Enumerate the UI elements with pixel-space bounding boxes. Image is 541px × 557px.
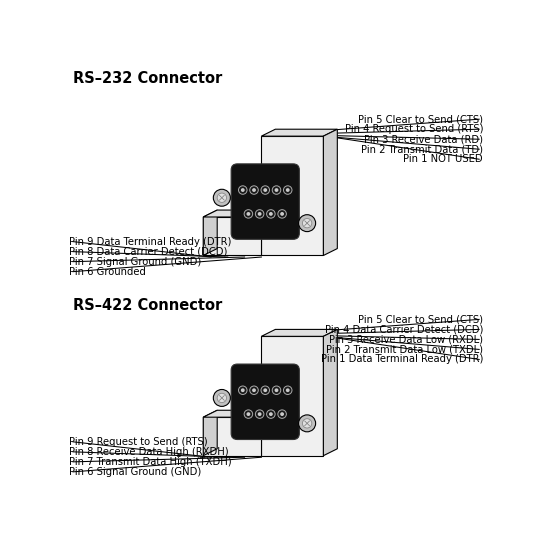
Circle shape bbox=[299, 415, 315, 432]
Circle shape bbox=[280, 412, 284, 416]
Circle shape bbox=[263, 388, 267, 392]
Polygon shape bbox=[261, 136, 324, 256]
Text: Pin 5 Clear to Send (CTS): Pin 5 Clear to Send (CTS) bbox=[358, 114, 483, 124]
Circle shape bbox=[278, 410, 286, 418]
Text: Pin 7 Transmit Data High (TXDH): Pin 7 Transmit Data High (TXDH) bbox=[69, 457, 232, 467]
Circle shape bbox=[269, 212, 273, 216]
Circle shape bbox=[252, 188, 256, 192]
Circle shape bbox=[283, 386, 292, 394]
Polygon shape bbox=[203, 210, 217, 256]
Text: Pin 5 Clear to Send (CTS): Pin 5 Clear to Send (CTS) bbox=[358, 314, 483, 324]
Circle shape bbox=[261, 386, 269, 394]
Circle shape bbox=[286, 188, 289, 192]
Circle shape bbox=[299, 214, 315, 232]
Circle shape bbox=[250, 186, 258, 194]
Circle shape bbox=[258, 412, 261, 416]
Text: Pin 9 Data Terminal Ready (DTR): Pin 9 Data Terminal Ready (DTR) bbox=[69, 237, 232, 247]
Circle shape bbox=[302, 419, 312, 428]
Polygon shape bbox=[324, 329, 338, 456]
Circle shape bbox=[286, 388, 289, 392]
Text: Pin 3 Receive Data Low (RXDL): Pin 3 Receive Data Low (RXDL) bbox=[329, 334, 483, 344]
Polygon shape bbox=[261, 329, 338, 336]
Text: Pin 8 Data Carrier Detect (DCD): Pin 8 Data Carrier Detect (DCD) bbox=[69, 247, 228, 257]
Text: Pin 6 Signal Ground (GND): Pin 6 Signal Ground (GND) bbox=[69, 467, 201, 477]
Text: RS–232 Connector: RS–232 Connector bbox=[73, 71, 222, 86]
Circle shape bbox=[263, 188, 267, 192]
Text: Pin 2 Transmit Data Low (TXDL): Pin 2 Transmit Data Low (TXDL) bbox=[326, 344, 483, 354]
Circle shape bbox=[269, 412, 273, 416]
Text: Pin 4 Request to Send (RTS): Pin 4 Request to Send (RTS) bbox=[345, 124, 483, 134]
Text: Pin 7 Signal Ground (GND): Pin 7 Signal Ground (GND) bbox=[69, 257, 201, 267]
Polygon shape bbox=[261, 336, 324, 456]
Circle shape bbox=[280, 212, 284, 216]
Circle shape bbox=[213, 389, 230, 407]
Polygon shape bbox=[203, 411, 217, 456]
Polygon shape bbox=[261, 129, 338, 136]
Circle shape bbox=[267, 209, 275, 218]
Text: Pin 4 Data Carrier Detect (DCD): Pin 4 Data Carrier Detect (DCD) bbox=[325, 324, 483, 334]
Circle shape bbox=[241, 188, 245, 192]
Circle shape bbox=[217, 193, 227, 202]
Circle shape bbox=[250, 386, 258, 394]
Circle shape bbox=[272, 386, 281, 394]
Circle shape bbox=[278, 209, 286, 218]
Text: Pin 1 Data Terminal Ready (DTR): Pin 1 Data Terminal Ready (DTR) bbox=[321, 354, 483, 364]
Circle shape bbox=[275, 188, 279, 192]
Circle shape bbox=[267, 410, 275, 418]
Circle shape bbox=[302, 218, 312, 228]
Circle shape bbox=[258, 212, 261, 216]
Circle shape bbox=[275, 388, 279, 392]
Circle shape bbox=[213, 189, 230, 206]
Text: Pin 1 NOT USED: Pin 1 NOT USED bbox=[404, 154, 483, 164]
Circle shape bbox=[244, 209, 253, 218]
Circle shape bbox=[272, 186, 281, 194]
Polygon shape bbox=[203, 417, 261, 456]
Polygon shape bbox=[203, 217, 261, 256]
Text: Pin 3 Receive Data (RD): Pin 3 Receive Data (RD) bbox=[364, 134, 483, 144]
Circle shape bbox=[239, 186, 247, 194]
Polygon shape bbox=[324, 129, 338, 256]
Text: Pin 2 Transmit Data (TD): Pin 2 Transmit Data (TD) bbox=[361, 144, 483, 154]
FancyBboxPatch shape bbox=[231, 164, 299, 240]
Text: Pin 9 Request to Send (RTS): Pin 9 Request to Send (RTS) bbox=[69, 437, 208, 447]
Circle shape bbox=[261, 186, 269, 194]
Text: RS–422 Connector: RS–422 Connector bbox=[73, 298, 222, 313]
Polygon shape bbox=[203, 411, 275, 417]
Circle shape bbox=[255, 410, 264, 418]
FancyBboxPatch shape bbox=[231, 364, 299, 439]
Circle shape bbox=[255, 209, 264, 218]
Polygon shape bbox=[203, 210, 275, 217]
Circle shape bbox=[217, 393, 227, 403]
Text: Pin 6 Grounded: Pin 6 Grounded bbox=[69, 267, 146, 277]
Circle shape bbox=[247, 412, 250, 416]
Circle shape bbox=[241, 388, 245, 392]
Text: Pin 8 Receive Data High (RXDH): Pin 8 Receive Data High (RXDH) bbox=[69, 447, 229, 457]
Circle shape bbox=[247, 212, 250, 216]
Circle shape bbox=[252, 388, 256, 392]
Circle shape bbox=[239, 386, 247, 394]
Circle shape bbox=[244, 410, 253, 418]
Circle shape bbox=[283, 186, 292, 194]
